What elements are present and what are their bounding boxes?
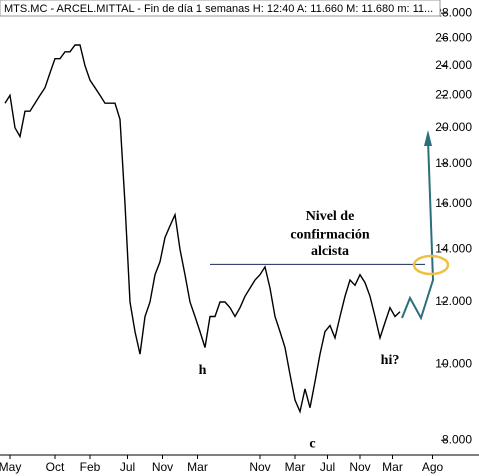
x-tick-label: Mar <box>187 460 208 474</box>
projection-arrow <box>401 139 435 321</box>
x-tick-label: Ago <box>422 460 444 474</box>
plot-area: 8.000 10.000 12.000 14.000 16.000 18.000 20.00… <box>0 5 479 474</box>
y-tick-label: 20.000 <box>435 120 472 134</box>
y-tick-label: 24.000 <box>435 58 472 72</box>
annotation: Nivel de <box>306 209 355 224</box>
annotation: hi? <box>381 353 400 368</box>
price-line <box>4 44 401 414</box>
x-tick-label: Nov <box>349 460 370 474</box>
annotation: c <box>309 437 315 452</box>
y-tick-label: 18.000 <box>435 156 472 170</box>
x-tick-label: Feb <box>80 460 101 474</box>
x-tick-label: Mar <box>285 460 306 474</box>
highlight-ellipse <box>412 254 450 276</box>
y-tick-label: 8.000 <box>442 432 472 446</box>
y-tick-label: 16.000 <box>435 196 472 210</box>
x-tick-label: Nov <box>249 460 270 474</box>
y-tick-label: 26.000 <box>435 31 472 45</box>
x-tick-label: May <box>0 460 21 474</box>
y-tick-label: 12.000 <box>435 294 472 308</box>
x-tick-label: Jul <box>320 460 335 474</box>
y-tick-label: 14.000 <box>435 242 472 256</box>
y-tick-label: 28.000 <box>435 5 472 19</box>
x-tick-label: Mar <box>382 460 403 474</box>
annotation: alcista <box>311 244 349 259</box>
annotation: confirmación <box>290 227 370 242</box>
x-tick-label: Oct <box>46 460 65 474</box>
y-tick-label: 22.000 <box>435 88 472 102</box>
y-tick-label: 10.000 <box>435 356 472 370</box>
x-tick-label: Jul <box>120 460 135 474</box>
title-box <box>0 0 441 17</box>
x-tick-label: Nov <box>152 460 173 474</box>
chart-title: MTS.MC - ARCEL.MITTAL - Fin de día 1 sem… <box>4 3 433 15</box>
annotation: h <box>199 363 207 378</box>
arrow-head <box>424 130 432 146</box>
